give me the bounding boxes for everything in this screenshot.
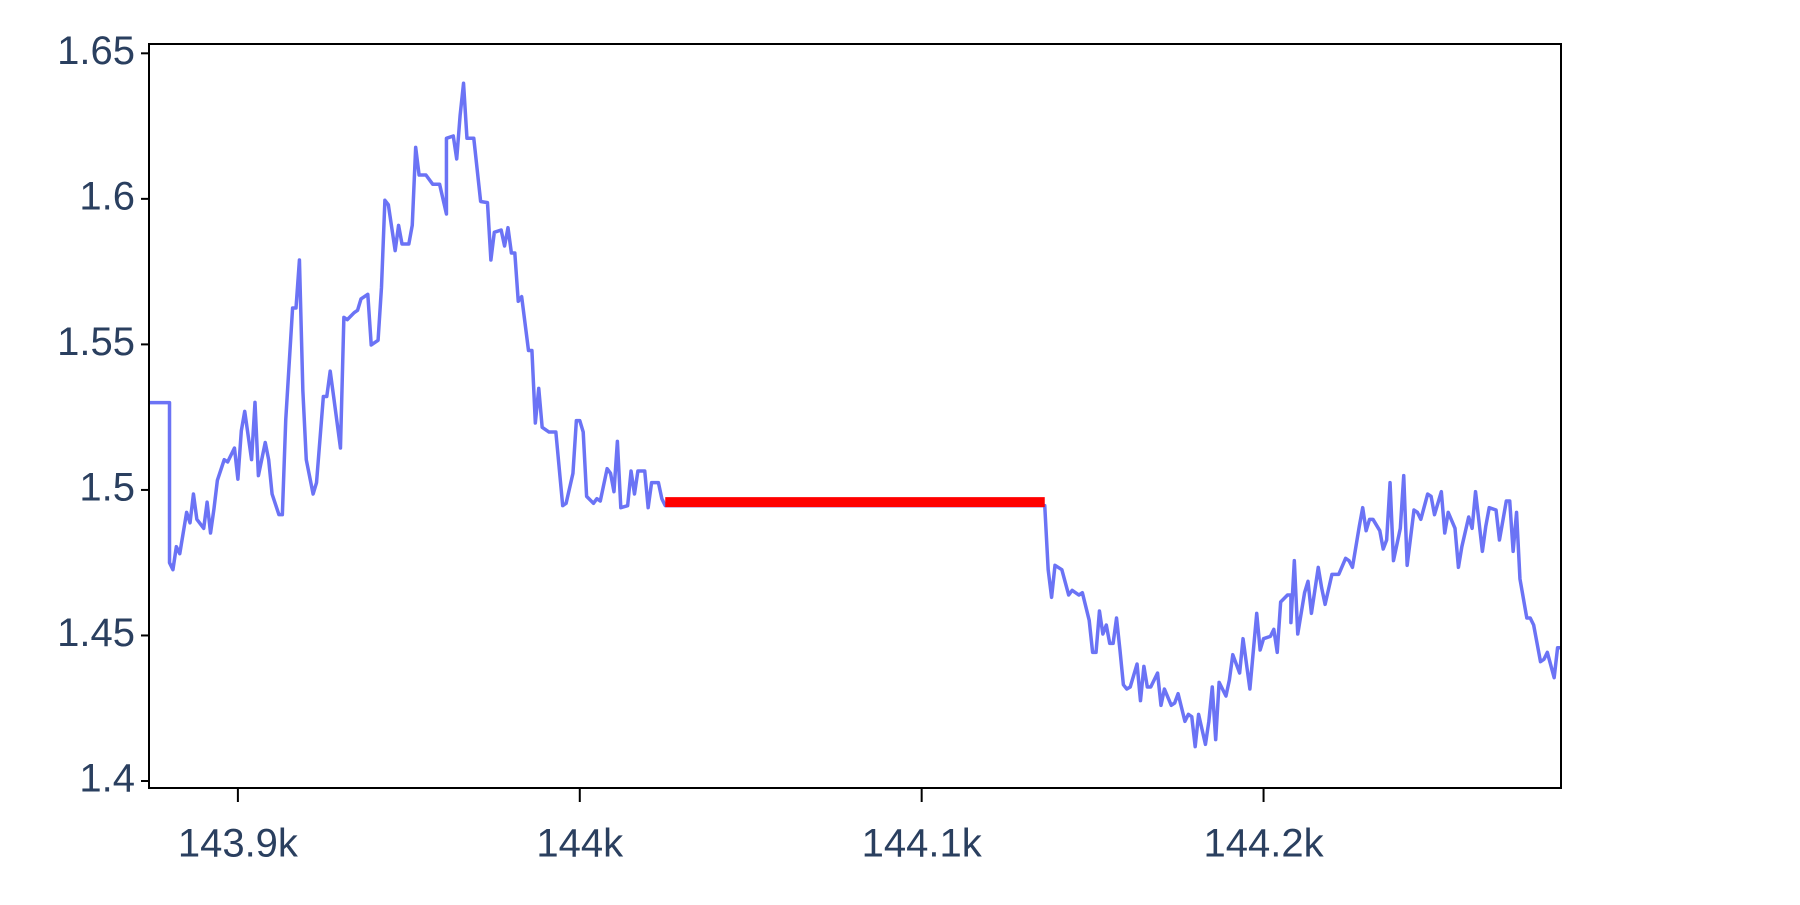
x-tick-label: 144.1k bbox=[862, 822, 983, 866]
plot-area bbox=[149, 81, 1561, 749]
line-series bbox=[149, 81, 1561, 749]
plot-frame bbox=[148, 43, 1562, 789]
y-tick-label: 1.65 bbox=[57, 29, 135, 73]
x-tick-label: 144k bbox=[536, 822, 624, 866]
y-tick-label: 1.5 bbox=[79, 465, 135, 509]
y-tick-label: 1.45 bbox=[57, 611, 135, 655]
x-tick-label: 144.2k bbox=[1204, 822, 1325, 866]
y-tick-label: 1.4 bbox=[79, 757, 135, 801]
y-tick-label: 1.6 bbox=[79, 174, 135, 218]
x-tick-label: 143.9k bbox=[178, 822, 299, 866]
y-tick-label: 1.55 bbox=[57, 320, 135, 364]
